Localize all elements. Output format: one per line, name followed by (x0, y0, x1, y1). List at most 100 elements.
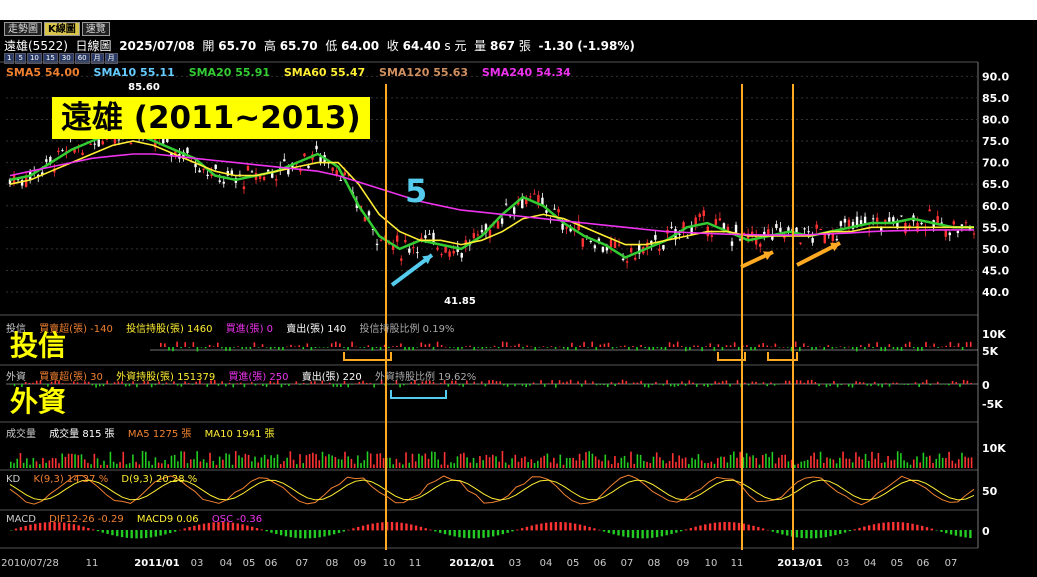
macd-osc-bar (212, 522, 215, 531)
invest-bar (408, 347, 410, 350)
foreign-bar (432, 381, 435, 384)
invest-bar (758, 344, 760, 347)
candle-body (266, 169, 270, 172)
candle-body (557, 209, 560, 213)
macd-osc-bar (231, 522, 235, 531)
volume-bar (167, 464, 170, 468)
volume-bar (289, 451, 292, 468)
period-15[interactable]: 15 (42, 53, 58, 64)
foreign-bar (655, 381, 657, 384)
tab-overview[interactable]: 速覽 (81, 22, 110, 36)
x-tick-label: 2013/01 (777, 558, 822, 569)
foreign-bar (821, 383, 824, 385)
candle-body (892, 217, 895, 223)
candle-body (262, 176, 266, 180)
period-month-2[interactable]: 月 (104, 53, 118, 64)
foreign-bar (562, 382, 565, 384)
period-60[interactable]: 60 (74, 53, 90, 64)
foreign-bar (829, 384, 831, 387)
x-tick-label: 05 (567, 558, 580, 569)
invest-bar (562, 347, 565, 349)
period-5[interactable]: 5 (15, 53, 26, 64)
kd-axis-label: 50 (982, 485, 998, 498)
period-month[interactable]: 月 (90, 53, 104, 64)
candle-body (319, 157, 322, 163)
volume-bar (456, 456, 459, 468)
macd-osc-bar (366, 524, 370, 531)
period-30[interactable]: 30 (58, 53, 74, 64)
sma-line-sma240 (9, 153, 974, 236)
volume-bar (716, 458, 719, 468)
invest-bar (326, 347, 329, 348)
foreign-bar (165, 382, 168, 384)
foreign-bar (547, 383, 550, 384)
candle-body (41, 172, 44, 176)
volume-bar (45, 462, 47, 468)
foreign-bar (610, 382, 613, 384)
period-10[interactable]: 10 (26, 53, 42, 64)
foreign-bar (440, 382, 442, 384)
foreign-bar (966, 380, 969, 384)
candle-body (646, 242, 649, 250)
x-tick-label: 07 (621, 558, 634, 569)
volume-label: 量 (474, 39, 487, 53)
candle-body (888, 217, 891, 222)
foreign-bar (113, 382, 116, 384)
macd-osc-bar (164, 530, 167, 535)
foreign-bar (873, 381, 876, 384)
volume-bar (13, 463, 15, 468)
invest-bar (969, 341, 972, 347)
macd-osc-bar (776, 530, 779, 534)
volume-bar (620, 457, 623, 468)
volume-bar (752, 455, 754, 468)
volume-bar (382, 458, 385, 468)
macd-osc-bar (819, 530, 823, 538)
kd-legend: KD K(9,3) 14.27 % D(9,3) 20.28 % (6, 474, 207, 485)
candle-body (835, 239, 839, 241)
tab-trend[interactable]: 走勢圖 (4, 22, 42, 36)
candle-body (621, 258, 625, 261)
volume-bar (218, 456, 221, 468)
foreign-bar (707, 384, 709, 387)
period-1[interactable]: 1 (4, 53, 15, 64)
sma5-legend: SMA5 54.00 (6, 66, 80, 79)
volume-bar (51, 458, 54, 468)
foreign-bar (265, 384, 268, 387)
candle-body (416, 252, 419, 254)
candle-body (803, 228, 806, 230)
volume-bar (308, 454, 311, 468)
volume-bar (733, 451, 735, 468)
foreign-bar (443, 380, 446, 384)
candle-body (759, 243, 762, 247)
candle-body (589, 241, 593, 243)
invest-bar (904, 343, 907, 347)
candle-body (843, 218, 847, 223)
candle-body (162, 136, 165, 144)
sma-legend: SMA5 54.00 SMA10 55.11 SMA20 55.91 SMA60… (6, 66, 581, 79)
volume-bar (283, 461, 285, 468)
foreign-bar (699, 383, 702, 385)
macd-osc-bar (607, 530, 611, 533)
invest-bar (339, 343, 341, 347)
foreign-bar (243, 384, 246, 388)
invest-bar (737, 347, 740, 350)
candle-body (283, 159, 286, 162)
price-tick-label: 85.0 (982, 92, 1009, 105)
volume-bar (99, 464, 102, 468)
volume-bar (536, 460, 539, 468)
volume-bar (347, 456, 349, 468)
invest-bar (184, 342, 187, 347)
price-tick-label: 90.0 (982, 70, 1009, 83)
low-value: 64.00 (341, 39, 380, 53)
volume-bar (225, 453, 227, 468)
tab-kline[interactable]: K線圖 (44, 22, 80, 36)
volume-bar (954, 463, 957, 468)
invest-bar (864, 347, 866, 350)
x-tick-label: 07 (945, 558, 958, 569)
candle-body (714, 219, 718, 225)
candle-body (202, 168, 205, 170)
foreign-bar (859, 381, 861, 384)
volume-bar (257, 462, 260, 468)
candle-body (763, 231, 766, 237)
macd-osc-bar (400, 522, 403, 531)
